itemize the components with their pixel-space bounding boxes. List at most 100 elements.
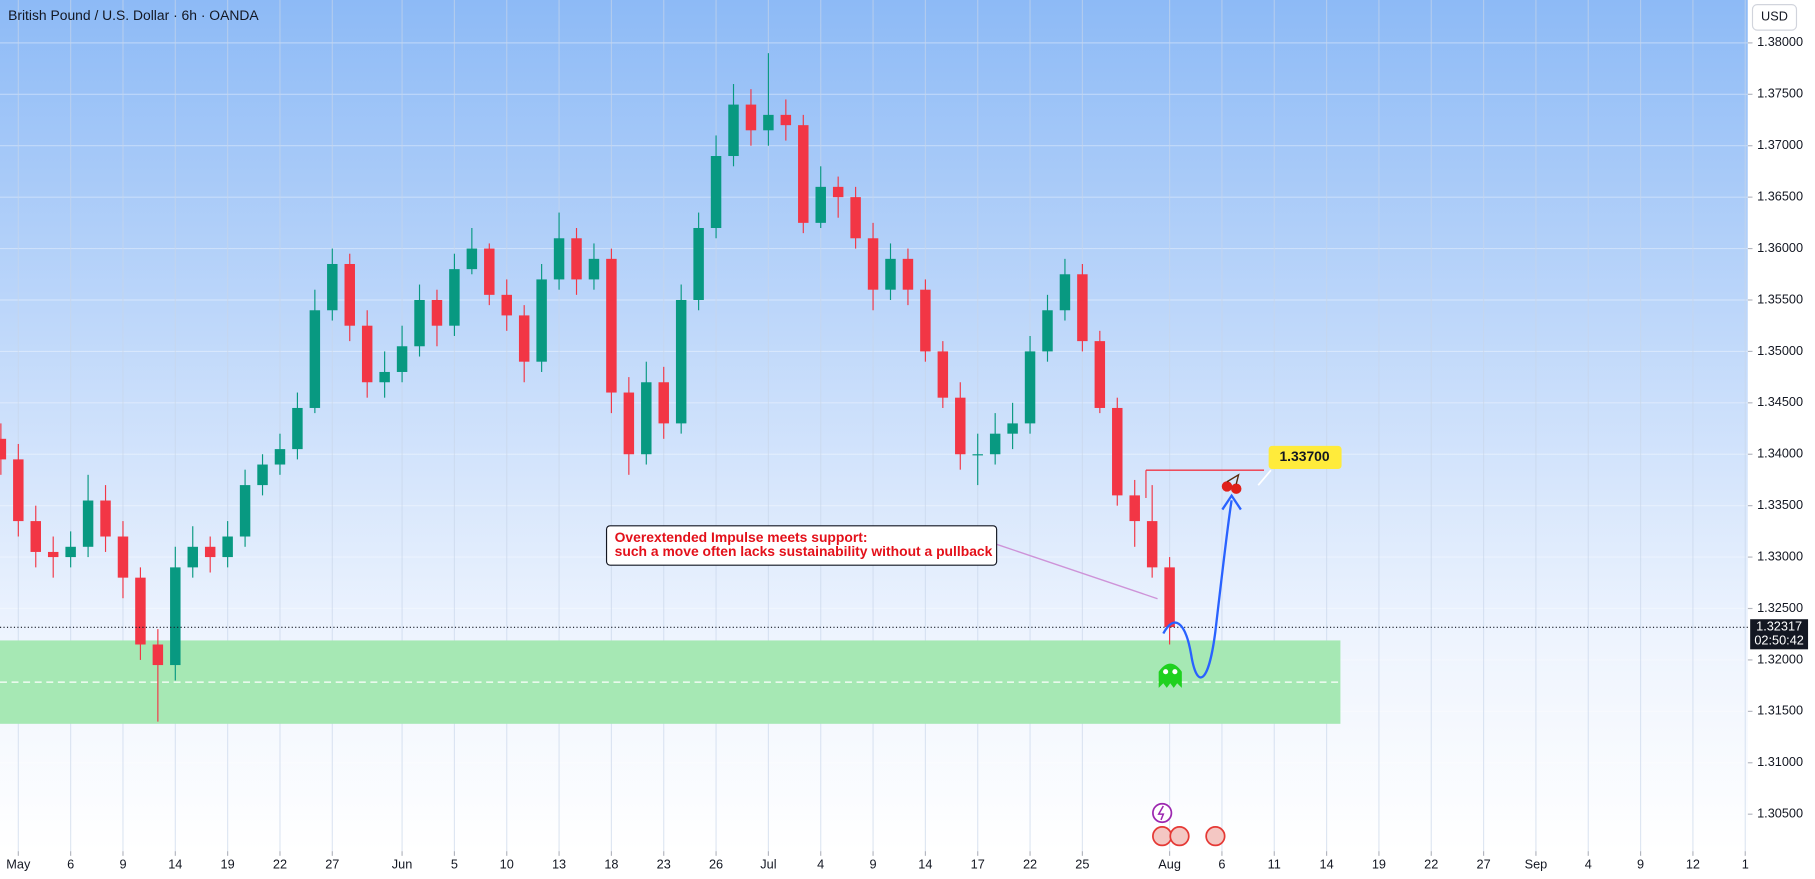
candle-body	[693, 227, 704, 300]
x-tick-label: 5	[451, 856, 458, 871]
x-tick-label: 23	[657, 856, 671, 871]
candle-body	[170, 567, 181, 666]
candle-body	[309, 310, 321, 408]
x-tick-label: 12	[1686, 856, 1700, 871]
chart-title: British Pound / U.S. Dollar · 6h · OANDA	[8, 7, 259, 23]
y-tick-label: 1.34500	[1757, 394, 1803, 409]
currency-button-label[interactable]: USD	[1761, 9, 1788, 24]
x-tick-label: 19	[1372, 856, 1386, 871]
candle-body	[815, 186, 826, 223]
candle-body	[431, 299, 443, 326]
candle-body	[1024, 351, 1036, 424]
candle-body	[1059, 274, 1071, 311]
candle-body	[763, 114, 774, 131]
candle-body	[361, 325, 373, 383]
candle-body	[1146, 521, 1158, 568]
projection-path	[1162, 500, 1233, 679]
y-tick-label: 1.32000	[1757, 651, 1803, 666]
x-tick-label: 18	[604, 856, 618, 871]
candle-body	[65, 546, 76, 558]
y-tick-label: 1.31500	[1757, 703, 1803, 718]
candle-body	[344, 263, 355, 326]
currency-button[interactable]	[1751, 4, 1798, 31]
x-tick-label: 27	[1477, 856, 1491, 871]
candle-body	[239, 485, 251, 537]
y-tick-label: 1.34000	[1757, 446, 1803, 461]
candle-body	[780, 114, 792, 126]
candle-body	[327, 263, 338, 311]
candle-body	[920, 289, 931, 352]
candle-body	[13, 459, 24, 522]
candle-body	[257, 464, 268, 486]
candle-body	[623, 392, 635, 455]
candle-body	[414, 299, 425, 347]
candle-body	[466, 248, 478, 270]
annotation-box	[605, 525, 998, 566]
candle-body	[135, 577, 146, 645]
candle-body	[152, 644, 164, 666]
candle-body	[274, 449, 286, 465]
time-axis-background	[0, 851, 1748, 879]
x-tick-label: 11	[1268, 856, 1281, 871]
candle-body	[396, 346, 408, 372]
x-tick-label: 14	[1320, 856, 1334, 871]
candle-body	[798, 125, 809, 223]
x-tick-label: Jul	[760, 856, 776, 871]
candle-body	[885, 258, 896, 290]
candle-body	[100, 500, 111, 537]
y-tick-label: 1.33000	[1757, 548, 1803, 563]
candle-body	[902, 258, 914, 290]
ghost-icon	[1158, 663, 1182, 688]
candle-body	[937, 351, 949, 398]
x-tick-label: Jun	[392, 856, 413, 871]
x-tick-label: 25	[1075, 856, 1089, 871]
y-tick-label: 1.38000	[1757, 34, 1803, 49]
annotation-line: Overextended Impulse meets support:	[615, 529, 868, 545]
target-label-box	[1268, 445, 1342, 470]
x-tick-label: May	[6, 856, 31, 871]
candle-body	[571, 238, 582, 280]
candles	[0, 53, 1175, 722]
x-tick-label: 6	[67, 856, 74, 871]
candle-body	[1042, 310, 1053, 352]
target-label: 1.33700	[1279, 448, 1329, 464]
candle-body	[518, 315, 530, 362]
x-tick-label: 6	[1218, 856, 1225, 871]
candle-body	[292, 407, 303, 450]
event-icons	[1152, 802, 1226, 847]
projection-arrow	[1221, 493, 1242, 511]
candle-body	[1007, 423, 1018, 434]
x-tick-label: 14	[918, 856, 932, 871]
price-axis-background	[1747, 0, 1815, 879]
candle-body	[117, 536, 129, 578]
x-tick-label: Sep	[1525, 856, 1548, 871]
candle-body	[658, 382, 669, 424]
x-tick-label: 1	[1742, 856, 1749, 871]
target-pointer	[1257, 469, 1272, 486]
x-tick-label: 17	[971, 856, 985, 871]
candle-body	[1077, 274, 1088, 342]
candle-body	[972, 454, 983, 456]
x-tick-label: 9	[1637, 856, 1644, 871]
candle-body	[588, 258, 600, 280]
annotation-pointer	[996, 543, 1158, 600]
axes: 1.38000 1.37500 1.37000 1.36500 1.36000 1.355…	[6, 34, 1803, 871]
x-tick-label: 27	[325, 856, 339, 871]
y-tick-label: 1.30500	[1757, 806, 1803, 821]
candle-body	[484, 248, 495, 295]
x-tick-label: 10	[500, 856, 514, 871]
cherry-icon	[1221, 473, 1242, 494]
candle-body	[710, 156, 722, 228]
candle-body	[47, 551, 59, 558]
x-tick-label: 22	[273, 856, 287, 871]
y-tick-label: 1.37000	[1757, 137, 1803, 152]
candle-body	[867, 238, 879, 290]
x-tick-label: 22	[1424, 856, 1438, 871]
candle-body	[82, 500, 94, 547]
x-tick-label: 14	[168, 856, 182, 871]
candle-body	[641, 382, 652, 455]
candle-body	[553, 238, 565, 280]
x-tick-label: 4	[817, 856, 824, 871]
annotation-line: such a move often lacks sustainability w…	[615, 543, 993, 559]
